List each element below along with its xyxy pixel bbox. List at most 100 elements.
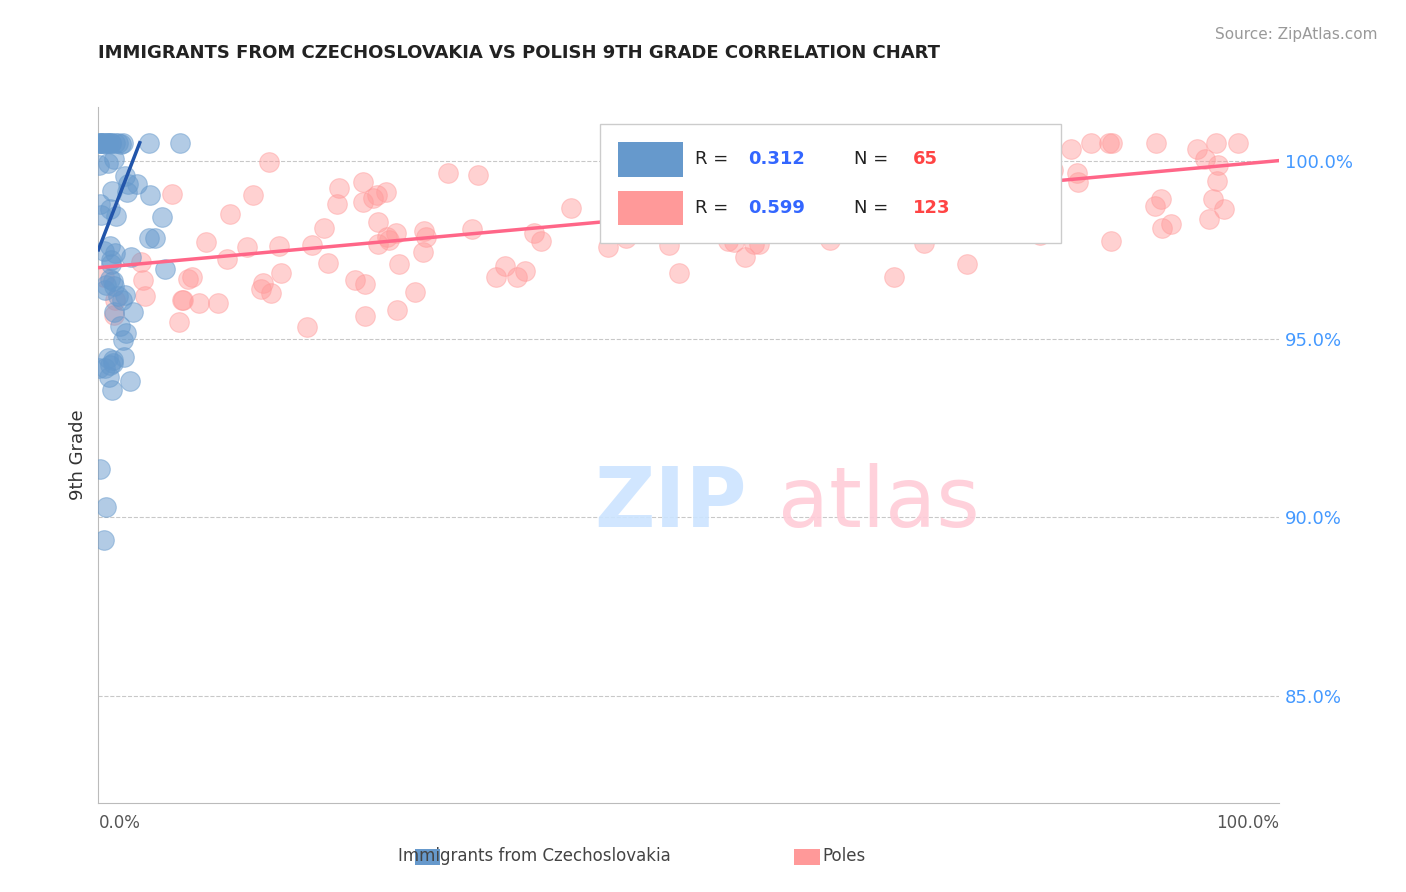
Point — [169, 136, 191, 150]
Point — [1080, 136, 1102, 150]
Point — [1098, 136, 1121, 150]
Point — [314, 220, 336, 235]
Point — [896, 193, 918, 207]
Point — [986, 221, 1008, 235]
Point — [679, 169, 702, 183]
Point — [367, 215, 389, 229]
Text: ZIP: ZIP — [595, 463, 747, 544]
Text: R =: R = — [695, 199, 734, 217]
Point — [560, 201, 582, 215]
Point — [120, 250, 142, 264]
Point — [437, 166, 460, 180]
Point — [363, 191, 385, 205]
Point — [111, 293, 134, 308]
Point — [94, 136, 117, 150]
Point — [172, 293, 194, 307]
Point — [100, 252, 122, 267]
Point — [104, 246, 127, 260]
Point — [969, 173, 991, 187]
Point — [107, 289, 129, 303]
Point — [883, 269, 905, 284]
Point — [93, 269, 115, 284]
Point — [404, 285, 426, 300]
Point — [1227, 136, 1250, 150]
Point — [723, 235, 745, 249]
Text: 0.312: 0.312 — [748, 150, 804, 169]
Point — [250, 282, 273, 296]
Point — [187, 296, 209, 310]
Point — [194, 235, 217, 249]
Point — [107, 136, 129, 150]
Point — [89, 136, 111, 150]
Point — [104, 293, 127, 307]
Point — [894, 200, 917, 214]
Point — [112, 350, 135, 364]
Point — [1213, 202, 1236, 216]
Point — [863, 183, 886, 197]
Point — [596, 240, 619, 254]
Point — [485, 270, 508, 285]
Point — [117, 177, 139, 191]
Text: IMMIGRANTS FROM CZECHOSLOVAKIA VS POLISH 9TH GRADE CORRELATION CHART: IMMIGRANTS FROM CZECHOSLOVAKIA VS POLISH… — [98, 45, 941, 62]
Point — [1067, 175, 1090, 189]
Point — [242, 187, 264, 202]
Point — [150, 210, 173, 224]
Point — [352, 175, 374, 189]
Point — [180, 269, 202, 284]
Point — [886, 158, 908, 172]
Point — [127, 177, 149, 191]
FancyBboxPatch shape — [600, 124, 1062, 243]
Point — [969, 183, 991, 197]
Point — [354, 277, 377, 291]
Point — [983, 136, 1005, 150]
Point — [797, 226, 820, 240]
Point — [513, 264, 536, 278]
Point — [1160, 217, 1182, 231]
Point — [177, 272, 200, 286]
Bar — [619, 142, 683, 177]
Point — [328, 180, 350, 194]
Point — [374, 186, 396, 200]
Point — [614, 169, 637, 184]
Point — [668, 267, 690, 281]
Text: N =: N = — [855, 199, 894, 217]
Point — [91, 136, 114, 150]
Point — [1060, 142, 1083, 156]
Point — [103, 305, 125, 319]
Point — [97, 351, 120, 366]
Point — [129, 255, 152, 269]
Point — [217, 252, 239, 267]
Point — [252, 276, 274, 290]
Point — [1206, 174, 1229, 188]
Text: atlas: atlas — [778, 463, 979, 544]
Point — [1144, 136, 1167, 150]
Point — [876, 141, 898, 155]
Point — [1099, 235, 1122, 249]
Point — [1194, 153, 1216, 167]
Point — [1205, 136, 1227, 150]
Point — [111, 136, 134, 150]
Point — [506, 270, 529, 285]
Point — [114, 288, 136, 302]
Point — [103, 308, 125, 322]
Point — [172, 293, 194, 308]
Point — [132, 273, 155, 287]
Point — [645, 169, 668, 183]
Point — [366, 188, 388, 202]
Point — [169, 315, 191, 329]
Y-axis label: 9th Grade: 9th Grade — [69, 409, 87, 500]
Point — [794, 190, 817, 204]
Point — [207, 296, 229, 310]
Point — [114, 326, 136, 340]
Point — [108, 318, 131, 333]
Point — [98, 202, 121, 217]
Point — [101, 274, 124, 288]
Point — [1198, 212, 1220, 227]
Point — [717, 234, 740, 248]
Point — [114, 169, 136, 183]
Point — [953, 181, 976, 195]
Point — [94, 361, 117, 376]
Point — [143, 231, 166, 245]
Point — [412, 244, 434, 259]
Point — [96, 500, 118, 515]
